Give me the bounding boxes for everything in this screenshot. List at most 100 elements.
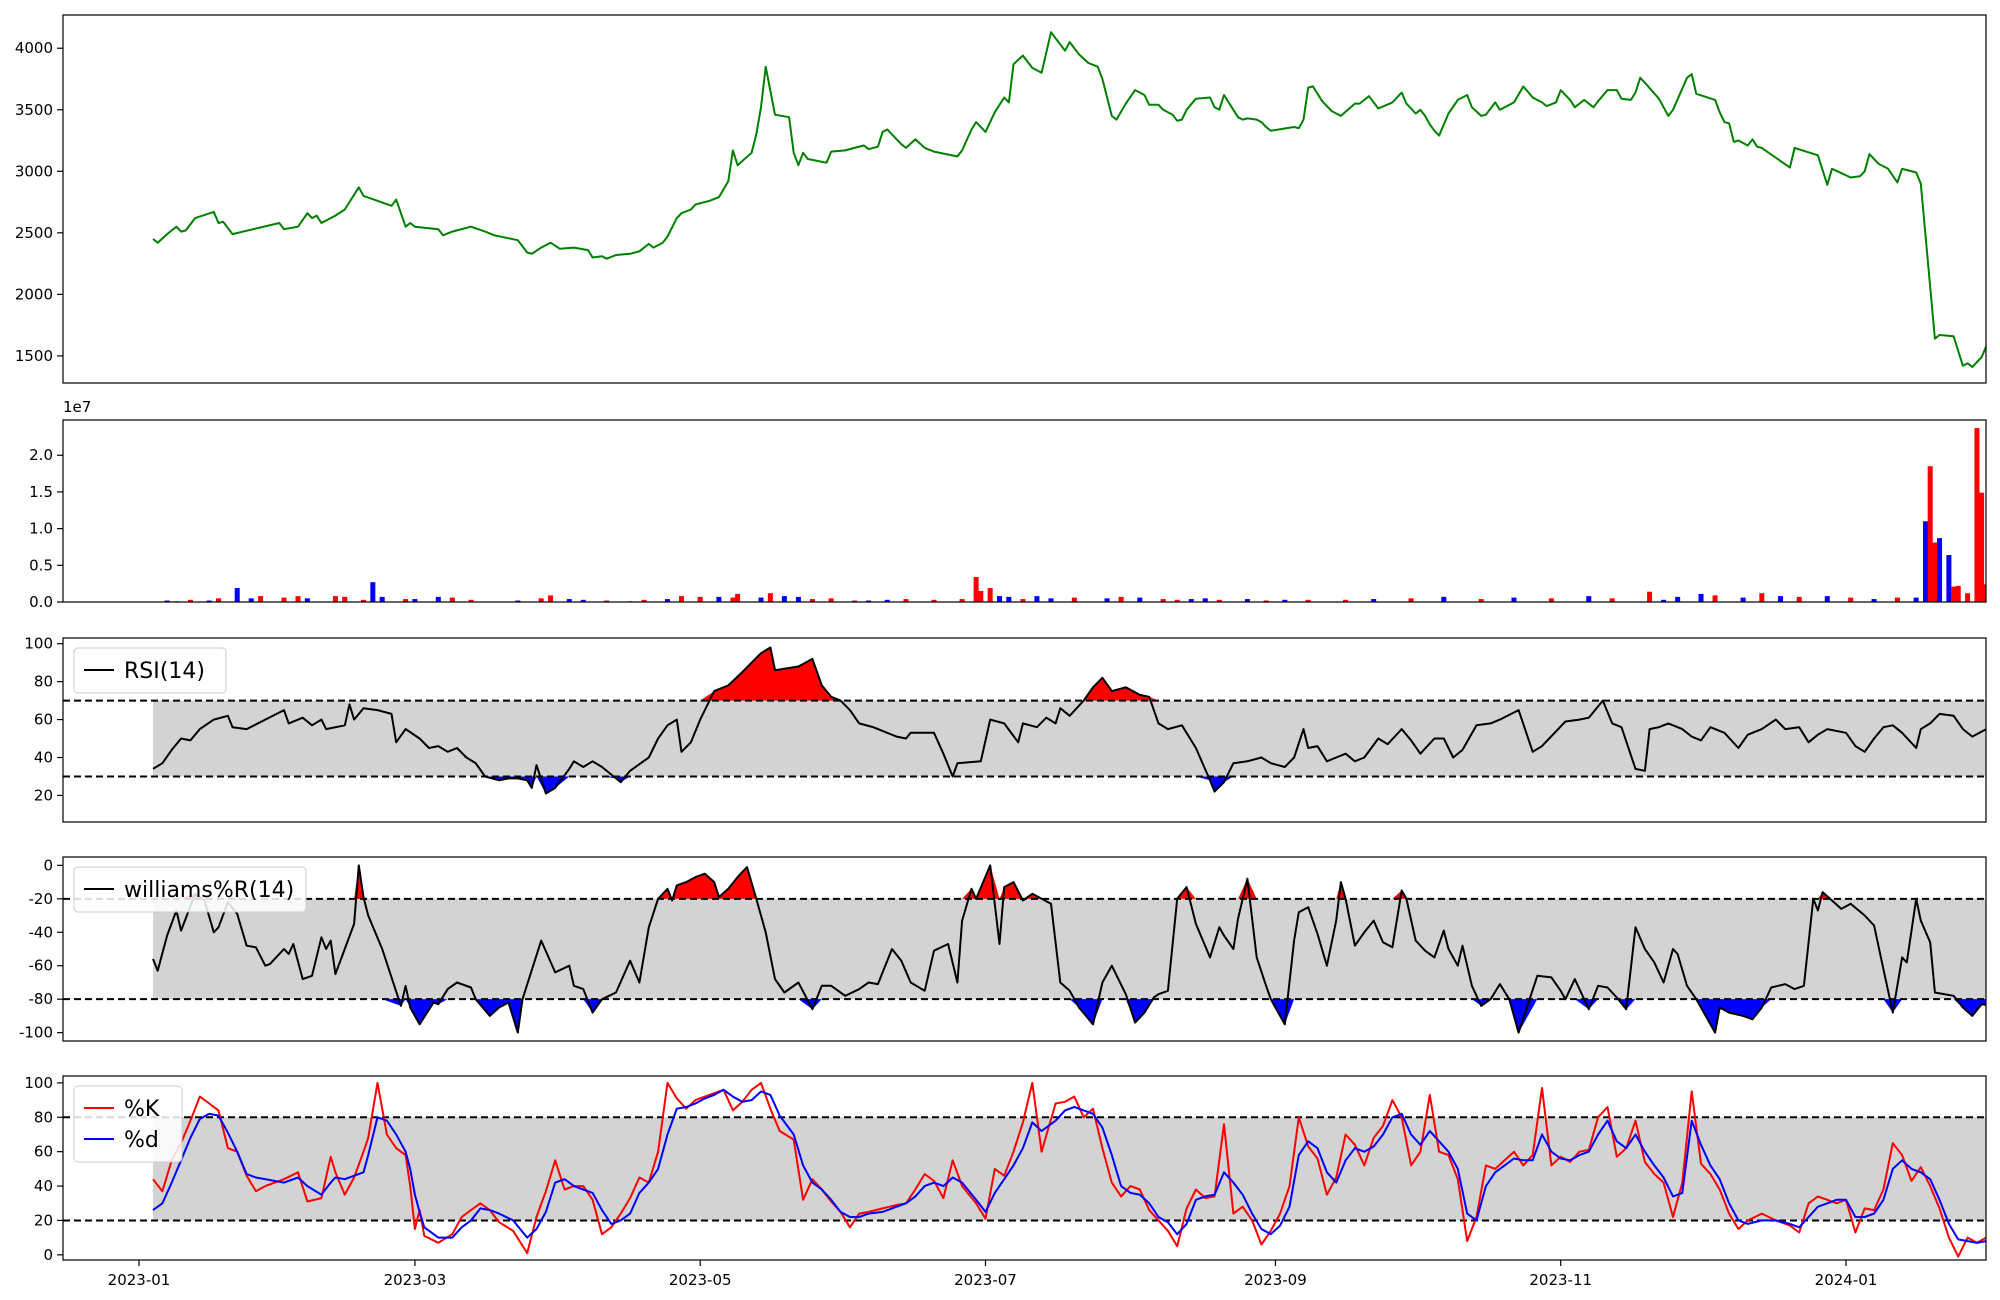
volume-bar (664, 599, 670, 602)
volume-bar (1759, 593, 1765, 602)
rsi-neutral-band (153, 700, 1986, 777)
volume-bar (1137, 597, 1143, 602)
stochastic-axes-frame (62, 1075, 1987, 1261)
stochastic-series-line-0 (152, 1081, 1986, 1258)
volume-bar (1282, 599, 1288, 602)
volume-bar (1160, 599, 1166, 602)
y-tick-label: 60 (34, 1143, 53, 1161)
stochastic-legend (73, 1085, 183, 1163)
y-tick-label: 0 (43, 856, 53, 874)
volume-bar (370, 582, 376, 602)
volume-bar (1006, 596, 1012, 602)
volume-bar (828, 598, 834, 602)
volume-bar (1937, 538, 1943, 602)
volume-bar (281, 597, 287, 602)
rsi-series-line-0 (152, 646, 1986, 795)
price-panel: 1500 2000 2500 3000 3500 4000 (15, 14, 1987, 384)
volume-bar (1955, 585, 1961, 602)
y-tick-label: 2.0 (29, 446, 53, 464)
volume-bar (641, 599, 647, 602)
volume-bar (1478, 599, 1484, 602)
volume-bar (1913, 597, 1919, 602)
volume-bar (295, 596, 301, 602)
volume-bar (1979, 492, 1985, 602)
y-tick-label: 40 (34, 1177, 53, 1195)
volume-bar (1824, 596, 1830, 602)
stochastic-neutral-band (153, 1117, 1986, 1221)
volume-bar (604, 600, 610, 602)
volume-bar (1965, 593, 1971, 602)
volume-bar (1927, 466, 1933, 602)
volume-bar (342, 596, 348, 602)
y-tick-label: 80 (34, 673, 53, 691)
volume-bar (1343, 599, 1349, 602)
williams_r-legend (73, 866, 307, 913)
volume-bar (538, 598, 544, 602)
y-tick-label: -80 (29, 990, 54, 1008)
legend-label: %K (124, 1097, 160, 1122)
x-tick-label: 2023-09 (1244, 1271, 1307, 1289)
price-plot-area (152, 31, 1986, 368)
volume-bar (234, 588, 240, 602)
volume-bar (1586, 596, 1592, 602)
volume-bar (1174, 599, 1180, 602)
price-series-line-0 (152, 31, 1986, 368)
volume-bar (866, 600, 872, 602)
y-tick-label: 100 (24, 635, 53, 653)
volume-bar (1548, 598, 1554, 602)
volume-bar (248, 598, 254, 602)
williams_r-plot-area (63, 864, 1986, 1034)
y-tick-label: 1.0 (29, 520, 53, 538)
williams_r-axes-frame (62, 856, 1987, 1042)
volume-bar (1034, 596, 1040, 602)
legend-label: williams%R(14) (124, 878, 294, 903)
volume-bar (1932, 542, 1938, 602)
volume-bar (716, 596, 722, 602)
y-tick-label: 40 (34, 749, 53, 767)
volume-bar (997, 596, 1003, 602)
volume-bar (1848, 597, 1854, 602)
volume-bar (1974, 428, 1980, 602)
volume-bar (978, 590, 984, 602)
volume-bar (987, 588, 993, 602)
y-tick-label: 1500 (15, 347, 53, 365)
volume-bar (360, 599, 366, 602)
volume-bar (1408, 598, 1414, 602)
volume-bar (1202, 598, 1208, 602)
volume-bar (216, 598, 222, 602)
volume-bar (1118, 596, 1124, 602)
volume-bar (258, 596, 264, 602)
x-tick-label: 2023-05 (669, 1271, 732, 1289)
x-tick-label: 2023-01 (108, 1271, 171, 1289)
volume-bar (515, 600, 521, 602)
volume-bar (1983, 584, 1986, 602)
volume-bar (1946, 555, 1952, 602)
y-tick-label: 0.0 (29, 593, 53, 611)
rsi-axes-frame (62, 637, 1987, 823)
williams_r-neutral-band (153, 898, 1986, 1000)
volume-bar (206, 600, 212, 602)
volume-plot-area (164, 428, 1986, 602)
volume-bar (1778, 596, 1784, 602)
volume-bar (403, 599, 409, 602)
y-tick-label: 60 (34, 711, 53, 729)
y-tick-label: -20 (29, 890, 54, 908)
volume-bar (468, 599, 474, 602)
y-tick-label: 3000 (15, 162, 53, 180)
price-axes-frame (62, 14, 1987, 384)
volume-bar (735, 593, 741, 602)
y-tick-label: 1.5 (29, 483, 53, 501)
volume-bar (1511, 597, 1517, 602)
volume-bar (1923, 521, 1929, 602)
volume-bar (1675, 596, 1681, 602)
volume-bar (1104, 598, 1110, 602)
volume-bar (973, 577, 979, 602)
volume-bar (1951, 586, 1957, 602)
y-tick-label: 2000 (15, 285, 53, 303)
volume-bar (781, 596, 787, 602)
volume-bar (767, 593, 773, 602)
y-tick-label: -40 (29, 923, 54, 941)
volume-bar (1698, 593, 1704, 602)
volume-bar (187, 599, 193, 602)
volume-axes-frame (62, 419, 1987, 603)
